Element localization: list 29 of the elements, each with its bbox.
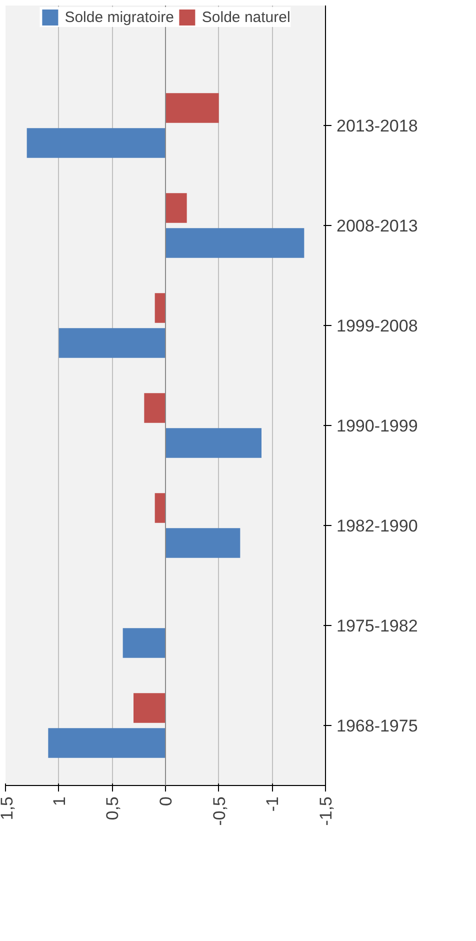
bar [166,193,187,223]
legend-label: Solde naturel [202,8,290,26]
bar [154,493,166,523]
bar [166,528,240,558]
bar [48,728,166,758]
y-tick-label: 2013-2018 [336,116,418,136]
bar [58,328,166,358]
bar [166,93,219,123]
y-tick-label: 1975-1982 [336,616,418,636]
x-tick-label: 0,5 [103,796,122,820]
bar [154,293,166,323]
x-tick-label: 1,5 [0,796,16,820]
y-tick-label: 2008-2013 [336,216,418,236]
bar [122,628,166,658]
x-tick-label: 0 [156,796,176,806]
y-tick-label: 1990-1999 [336,416,418,436]
legend-label: Solde migratoire [64,8,174,26]
x-tick-label: -1 [263,796,282,812]
bar [134,693,166,723]
y-tick-label: 1968-1975 [336,716,418,736]
bar [144,393,166,423]
x-tick-label: -1,5 [316,796,336,826]
y-tick-label: 1999-2008 [336,316,418,336]
bar [166,228,304,258]
bar [26,128,166,158]
x-tick-label: -0,5 [210,796,229,826]
x-tick-label: 1 [50,796,69,806]
y-tick-label: 1982-1990 [336,516,418,536]
bar [166,428,262,458]
